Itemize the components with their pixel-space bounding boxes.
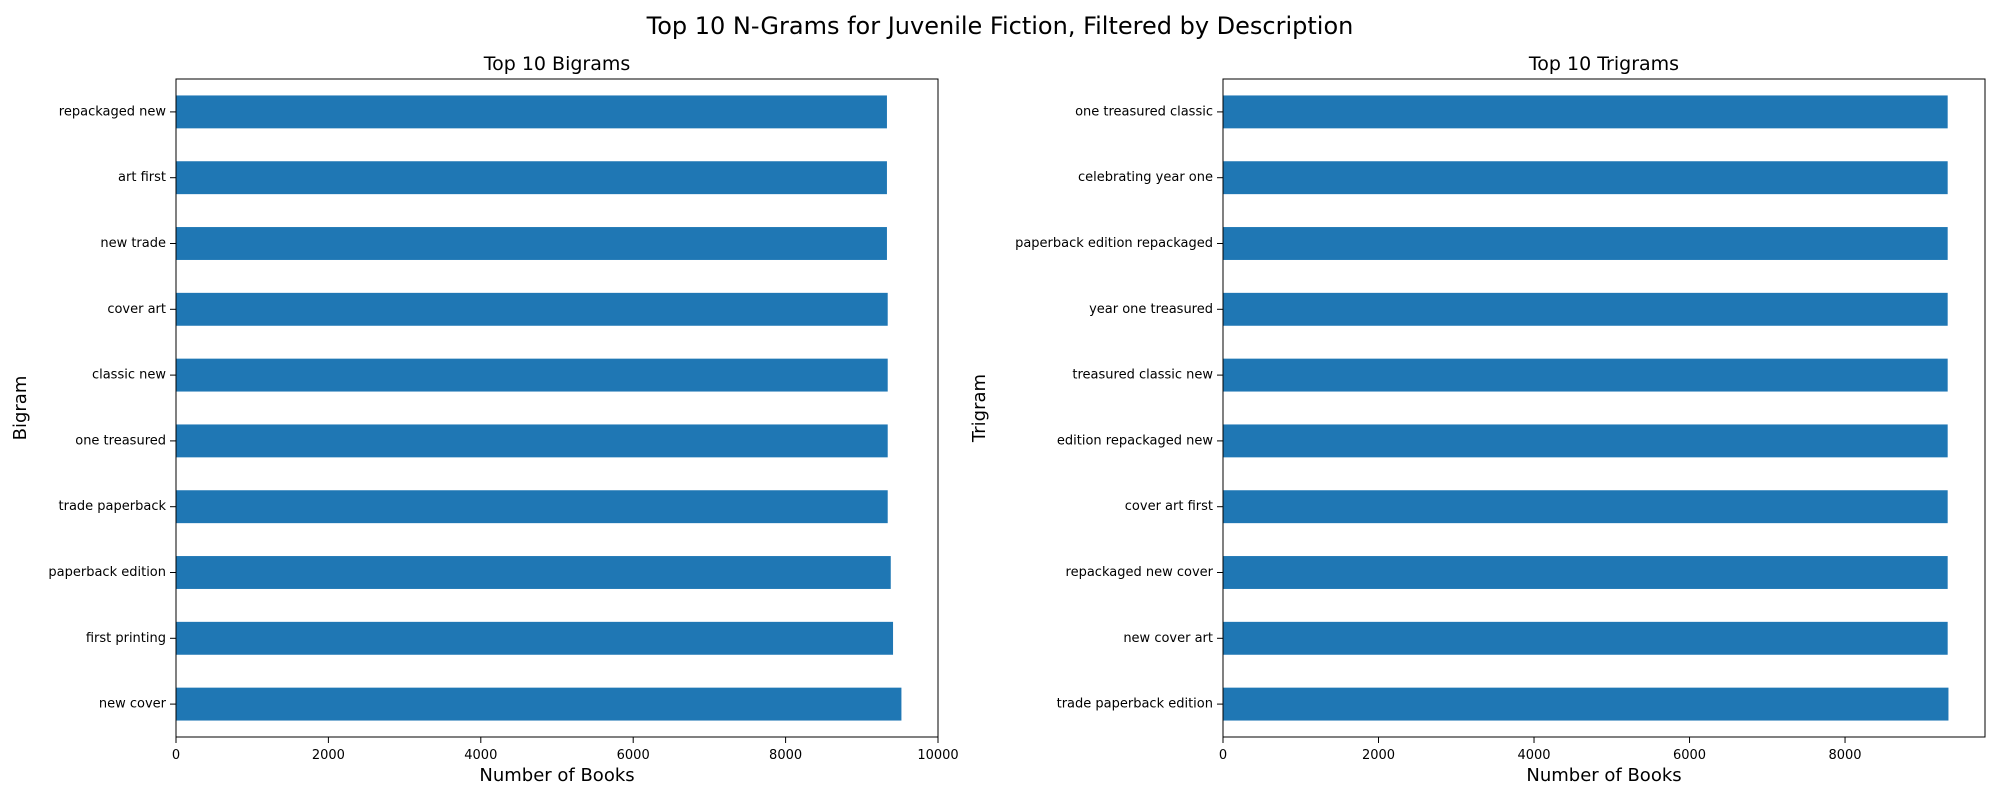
y-tick-label: first printing bbox=[86, 631, 166, 646]
y-tick-label: one treasured classic bbox=[1075, 104, 1213, 119]
bar-0-8 bbox=[176, 621, 894, 655]
x-tick-label: 8000 bbox=[1828, 748, 1861, 763]
plot-frame bbox=[1222, 78, 1986, 738]
y-tick-label: trade paperback bbox=[59, 499, 167, 514]
bar-0-1 bbox=[176, 161, 887, 195]
y-tick-label: new cover art bbox=[1123, 631, 1213, 646]
y-tick-label: cover art bbox=[107, 302, 166, 317]
y-tick-label: classic new bbox=[92, 368, 166, 383]
bar-0-4 bbox=[176, 358, 888, 392]
y-tick-label: one treasured bbox=[75, 433, 166, 448]
bar-0-9 bbox=[176, 687, 902, 721]
y-tick-label: art first bbox=[118, 170, 166, 185]
y-tick-label: cover art first bbox=[1125, 499, 1213, 514]
bar-1-5 bbox=[1223, 424, 1948, 458]
x-tick-label: 4000 bbox=[464, 748, 497, 763]
x-tick-label: 0 bbox=[1219, 748, 1227, 763]
y-tick-label: new trade bbox=[100, 236, 166, 251]
bar-1-1 bbox=[1223, 161, 1948, 195]
bar-1-0 bbox=[1223, 95, 1948, 129]
bar-1-3 bbox=[1223, 292, 1948, 326]
x-tick-label: 6000 bbox=[617, 748, 650, 763]
y-tick-label: trade paperback edition bbox=[1057, 697, 1213, 712]
bar-0-7 bbox=[176, 556, 891, 589]
y-tick-label: treasured classic new bbox=[1072, 368, 1213, 383]
bar-0-6 bbox=[176, 490, 888, 524]
bar-0-3 bbox=[176, 292, 888, 326]
x-tick-label: 0 bbox=[172, 748, 180, 763]
x-tick-label: 2000 bbox=[312, 748, 345, 763]
bar-0-5 bbox=[176, 424, 888, 458]
y-tick-label: edition repackaged new bbox=[1057, 433, 1213, 448]
y-tick-label: repackaged new cover bbox=[1066, 565, 1214, 580]
x-tick-label: 8000 bbox=[769, 748, 802, 763]
bar-1-4 bbox=[1223, 358, 1948, 392]
y-tick-label: new cover bbox=[99, 697, 167, 712]
plot-frame bbox=[175, 78, 939, 738]
y-axis-label: Bigram bbox=[10, 376, 31, 441]
bar-0-2 bbox=[176, 227, 887, 260]
y-axis-label: Trigram bbox=[969, 374, 990, 443]
chart-title: Top 10 Trigrams bbox=[1528, 53, 1679, 75]
y-tick-label: year one treasured bbox=[1089, 302, 1213, 317]
bar-1-8 bbox=[1223, 621, 1948, 655]
x-axis-label: Number of Books bbox=[1526, 765, 1681, 786]
x-axis-label: Number of Books bbox=[479, 765, 634, 786]
figure-title: Top 10 N-Grams for Juvenile Fiction, Fil… bbox=[646, 12, 1354, 40]
bar-1-6 bbox=[1223, 490, 1948, 524]
y-tick-label: paperback edition repackaged bbox=[1015, 236, 1213, 251]
x-tick-label: 6000 bbox=[1673, 748, 1706, 763]
y-tick-label: celebrating year one bbox=[1078, 170, 1213, 185]
x-tick-label: 2000 bbox=[1362, 748, 1395, 763]
x-tick-label: 10000 bbox=[917, 748, 958, 763]
y-tick-label: paperback edition bbox=[48, 565, 166, 580]
x-tick-label: 4000 bbox=[1517, 748, 1550, 763]
bar-0-0 bbox=[176, 95, 887, 129]
bar-1-9 bbox=[1223, 687, 1949, 721]
chart-title: Top 10 Bigrams bbox=[483, 53, 631, 75]
bar-1-7 bbox=[1223, 556, 1948, 589]
bar-1-2 bbox=[1223, 227, 1948, 260]
y-tick-label: repackaged new bbox=[59, 104, 167, 119]
